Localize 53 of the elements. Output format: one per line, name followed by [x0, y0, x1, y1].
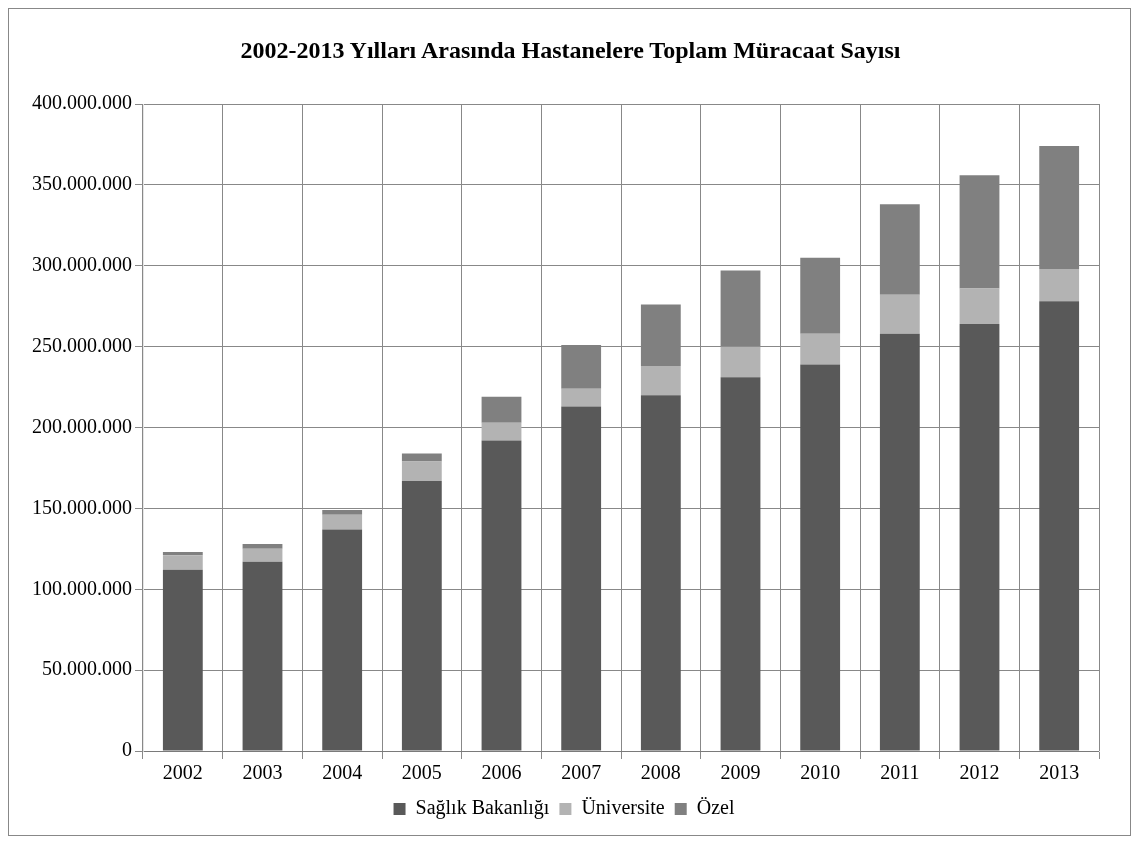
- x-tick-label: 2011: [880, 761, 920, 784]
- bar: [879, 294, 920, 334]
- bar: [162, 552, 203, 556]
- bar: [481, 396, 522, 423]
- bar: [1039, 268, 1080, 302]
- bar: [322, 529, 363, 751]
- bar: [879, 333, 920, 751]
- chart-title: 2002-2013 Yılları Arasında Hastanelere Toplam Müracaat Sayısı: [239, 37, 902, 64]
- bar: [561, 388, 602, 407]
- bar: [481, 422, 522, 441]
- y-tick-label: 150.000.000: [32, 495, 132, 518]
- legend-label: Sağlık Bakanlığı: [415, 796, 550, 820]
- bar: [481, 440, 522, 751]
- legend-label: Üniversite: [581, 796, 665, 819]
- bar: [401, 461, 442, 481]
- y-tick-label: 100.000.000: [32, 576, 132, 599]
- bar: [401, 480, 442, 751]
- bar: [162, 569, 203, 751]
- bar: [162, 555, 203, 570]
- bar: [800, 364, 841, 751]
- y-tick-label: 350.000.000: [32, 172, 132, 195]
- x-tick-label: 2006: [481, 761, 522, 784]
- bar: [959, 323, 1000, 751]
- bar: [640, 395, 681, 751]
- bar: [1039, 301, 1080, 751]
- bar: [561, 406, 602, 751]
- bar: [640, 366, 681, 396]
- x-tick-label: 2012: [959, 761, 1000, 784]
- x-tick-label: 2008: [640, 761, 681, 784]
- bar: [401, 453, 442, 462]
- y-tick-label: 250.000.000: [32, 333, 132, 356]
- y-tick-label: 400.000.000: [32, 91, 132, 114]
- bar: [720, 377, 761, 751]
- x-tick-label: 2004: [322, 761, 363, 784]
- y-tick-label: 200.000.000: [32, 414, 132, 437]
- x-tick-label: 2010: [800, 761, 841, 784]
- bar: [242, 543, 283, 549]
- legend-label: Özel: [696, 796, 735, 819]
- bar: [242, 561, 283, 751]
- x-tick-label: 2007: [561, 761, 602, 784]
- x-tick-label: 2013: [1039, 761, 1080, 784]
- bar: [322, 514, 363, 530]
- y-tick-label: 50.000.000: [42, 657, 132, 680]
- y-tick-label: 0: [122, 738, 132, 761]
- bar: [242, 548, 283, 562]
- x-tick-label: 2009: [720, 761, 761, 784]
- x-tick-label: 2003: [242, 761, 283, 784]
- bar: [959, 288, 1000, 324]
- y-tick-label: 300.000.000: [32, 253, 132, 275]
- bar: [800, 333, 841, 365]
- bar: [720, 346, 761, 378]
- x-tick-label: 2005: [401, 761, 442, 784]
- x-tick-label: 2002: [162, 761, 203, 784]
